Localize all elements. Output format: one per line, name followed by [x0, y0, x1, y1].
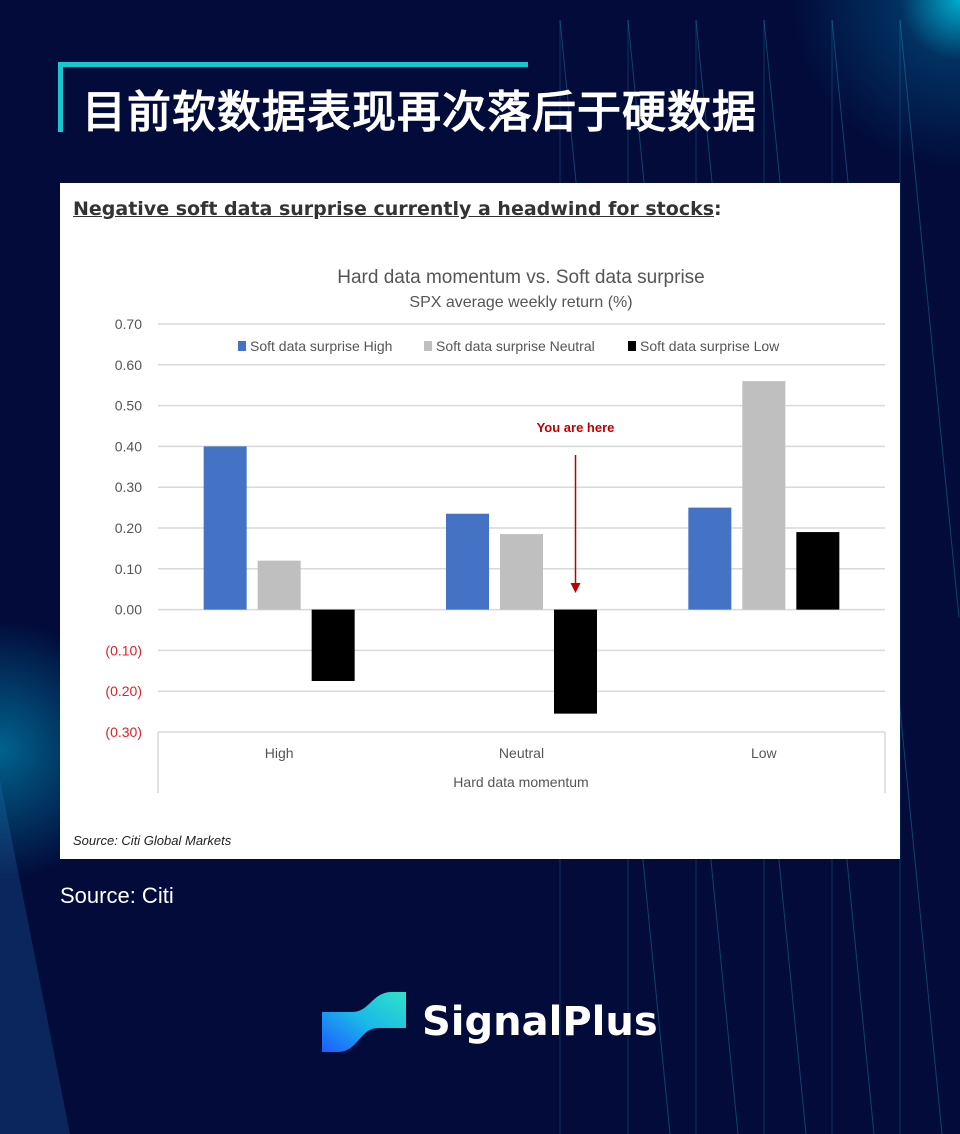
- bar-high-neutral: [257, 560, 301, 610]
- bar-chart: Hard data momentum vs. Soft data surpris…: [105, 267, 886, 793]
- y-tick-label: 0.10: [115, 561, 142, 577]
- y-tick-label: 0.00: [115, 602, 142, 618]
- bar-high-high: [203, 446, 247, 610]
- card-heading: Negative soft data surprise currently a …: [73, 198, 722, 220]
- brand-logo: SignalPlus: [322, 990, 658, 1054]
- bar-low-high: [688, 507, 732, 610]
- bar-neutral-low: [554, 609, 597, 714]
- decorative-line: [899, 19, 960, 618]
- bar-low-neutral: [742, 381, 786, 610]
- brand-name: SignalPlus: [422, 999, 658, 1045]
- y-tick-label: 0.60: [115, 357, 142, 373]
- chart-subtitle: SPX average weekly return (%): [409, 294, 632, 311]
- y-tick-label: 0.40: [115, 438, 142, 454]
- bar-high-low: [311, 609, 355, 681]
- signalplus-logo-icon: [322, 992, 406, 1052]
- y-tick-label: 0.50: [115, 398, 142, 414]
- y-tick-label: (0.20): [105, 683, 142, 699]
- y-tick-label: (0.30): [105, 724, 142, 740]
- footer-source: Source: Citi: [60, 883, 174, 908]
- card-heading-text: Negative soft data surprise currently a …: [73, 198, 715, 220]
- chart-title: Hard data momentum vs. Soft data surpris…: [337, 267, 705, 288]
- annotation-arrowhead: [570, 583, 581, 593]
- title-accent: [58, 62, 63, 132]
- annotation-label: You are here: [537, 420, 615, 435]
- legend-swatch: [424, 341, 432, 351]
- legend-label: Soft data surprise Low: [640, 338, 780, 354]
- y-tick-label: 0.20: [115, 520, 142, 536]
- bar-neutral-high: [446, 513, 489, 610]
- legend-label: Soft data surprise Neutral: [436, 338, 595, 354]
- legend-swatch: [238, 341, 246, 351]
- x-tick-label: Low: [751, 745, 778, 761]
- page-title: 目前软数据表现再次落后于硬数据: [82, 87, 757, 138]
- x-tick-label: High: [265, 745, 294, 761]
- bar-neutral-neutral: [500, 534, 543, 610]
- decorative-shape: [0, 780, 70, 1134]
- y-tick-label: (0.10): [105, 642, 142, 658]
- card-heading-suffix: :: [714, 198, 722, 220]
- bar-low-low: [796, 532, 840, 610]
- y-tick-label: 0.70: [115, 316, 142, 332]
- x-axis-label: Hard data momentum: [453, 774, 588, 790]
- legend-swatch: [628, 341, 636, 351]
- y-tick-label: 0.30: [115, 479, 142, 495]
- x-tick-label: Neutral: [499, 745, 544, 761]
- chart-card: Negative soft data surprise currently a …: [60, 183, 900, 859]
- title-accent: [58, 62, 528, 67]
- card-source: Source: Citi Global Markets: [73, 833, 232, 848]
- legend-label: Soft data surprise High: [250, 338, 392, 354]
